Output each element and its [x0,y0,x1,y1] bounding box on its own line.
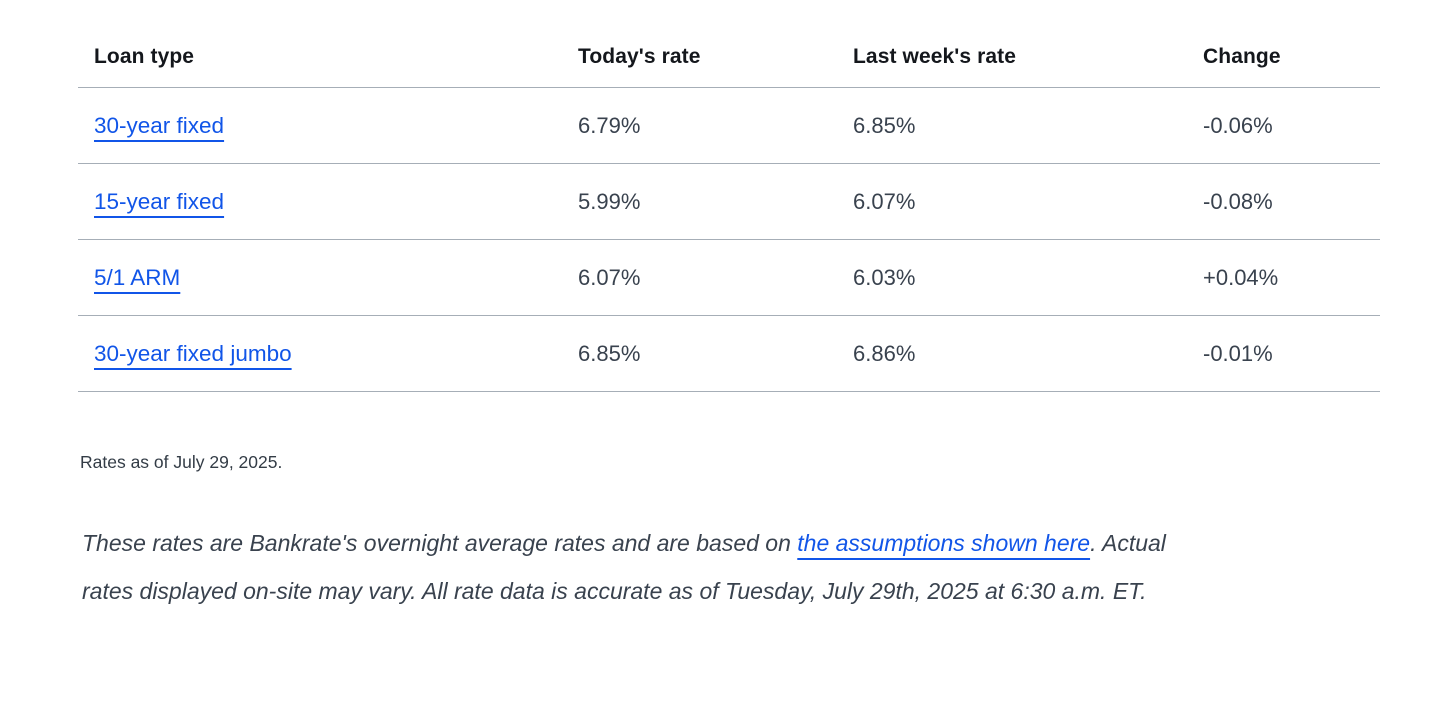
rates-as-of-footnote: Rates as of July 29, 2025. [80,452,283,472]
column-header-last-weeks-rate: Last week's rate [837,30,1187,88]
last-weeks-rate-cell: 6.03% [837,239,1187,316]
last-weeks-rate-cell: 6.07% [837,163,1187,240]
loan-type-cell: 15-year fixed [78,163,562,240]
table-row: 15-year fixed 5.99% 6.07% -0.08% [78,163,1380,240]
todays-rate-cell: 6.07% [562,239,837,316]
change-cell: -0.06% [1187,87,1380,164]
table-row: 5/1 ARM 6.07% 6.03% +0.04% [78,239,1380,316]
change-cell: -0.08% [1187,163,1380,240]
loan-type-link-15-year-fixed[interactable]: 15-year fixed [94,188,225,214]
mortgage-rates-table: Loan type Today's rate Last week's rate … [78,30,1380,392]
loan-type-cell: 5/1 ARM [78,239,562,316]
last-weeks-rate-cell: 6.85% [837,87,1187,164]
todays-rate-cell: 6.85% [562,315,837,392]
loan-type-link-30-year-fixed[interactable]: 30-year fixed [94,112,225,138]
loan-type-link-5-1-arm[interactable]: 5/1 ARM [94,264,181,290]
todays-rate-cell: 6.79% [562,87,837,164]
loan-type-cell: 30-year fixed jumbo [78,315,562,392]
assumptions-link[interactable]: the assumptions shown here [797,530,1091,556]
disclaimer-part2: . Actual [1090,530,1166,556]
todays-rate-cell: 5.99% [562,163,837,240]
disclaimer-part3: rates displayed on-site may vary. All ra… [82,578,1147,604]
change-cell: +0.04% [1187,239,1380,316]
loan-type-cell: 30-year fixed [78,87,562,164]
table-row: 30-year fixed jumbo 6.85% 6.86% -0.01% [78,315,1380,392]
loan-type-link-30-year-fixed-jumbo[interactable]: 30-year fixed jumbo [94,340,292,366]
change-cell: -0.01% [1187,315,1380,392]
table-header-row: Loan type Today's rate Last week's rate … [78,30,1380,88]
column-header-todays-rate: Today's rate [562,30,837,88]
table-row: 30-year fixed 6.79% 6.85% -0.06% [78,87,1380,164]
column-header-change: Change [1187,30,1380,88]
column-header-loan-type: Loan type [78,30,562,88]
disclaimer-part1: These rates are Bankrate's overnight ave… [82,530,798,556]
last-weeks-rate-cell: 6.86% [837,315,1187,392]
disclaimer-text: These rates are Bankrate's overnight ave… [82,519,1377,615]
